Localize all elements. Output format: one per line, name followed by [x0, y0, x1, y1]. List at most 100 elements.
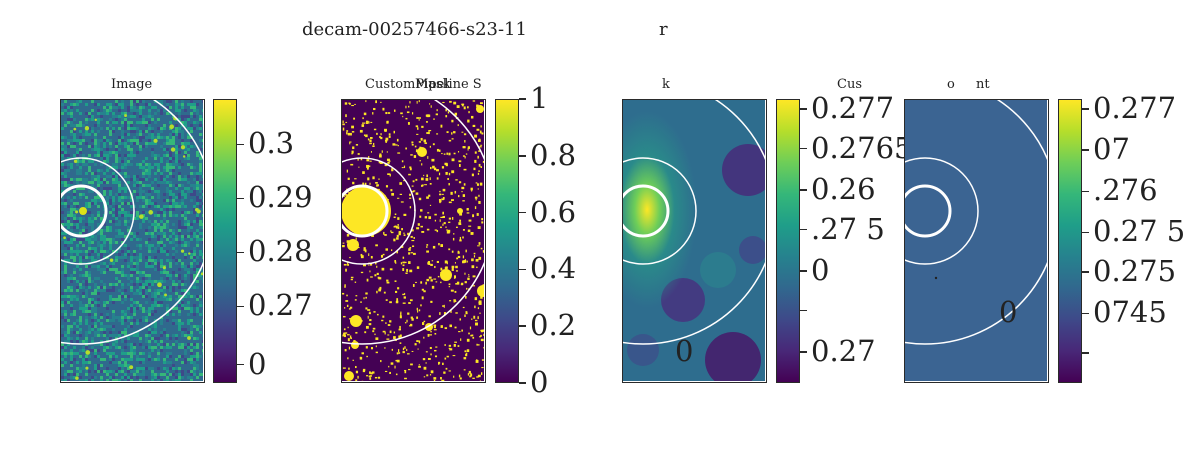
colorbar-tick-mark [1082, 108, 1089, 110]
pixel [115, 277, 118, 280]
mask-pixel [342, 315, 346, 318]
mask-pixel [461, 282, 464, 286]
mask-pixel [405, 147, 407, 150]
pixel [136, 280, 139, 283]
pixel [172, 286, 175, 289]
pixel [199, 238, 202, 241]
pixel [142, 334, 145, 337]
mask-pixel [350, 132, 352, 136]
pixel [172, 235, 175, 238]
pixel [166, 148, 169, 151]
pixel [130, 133, 133, 136]
colorbar-tick-label: 07 [1093, 132, 1130, 167]
mask-pixel [464, 272, 466, 275]
pixel [196, 172, 199, 175]
pixel [67, 331, 70, 334]
pixel [100, 238, 103, 241]
pixel [133, 280, 136, 283]
pixel [169, 370, 172, 373]
pixel [169, 193, 172, 196]
pixel [151, 373, 154, 376]
pixel [79, 283, 82, 286]
colorbar-tick-mark [519, 211, 526, 214]
mask-pixel [364, 331, 367, 334]
mask-pixel [376, 132, 378, 135]
pixel [172, 166, 175, 169]
pixel [139, 283, 142, 286]
pixel [187, 319, 190, 322]
pixel [70, 361, 73, 364]
pixel [199, 325, 202, 328]
pixel [112, 379, 115, 381]
mask-pixel [439, 219, 441, 222]
mask-pixel [436, 229, 439, 233]
pixel [115, 352, 118, 355]
pixel [94, 136, 97, 139]
pixel [97, 319, 100, 322]
pixel [103, 157, 106, 160]
pixel [109, 154, 112, 157]
pixel [196, 286, 199, 289]
pixel [94, 325, 97, 328]
pixel [160, 226, 163, 229]
mask-pixel [366, 355, 368, 358]
pixel [166, 103, 169, 106]
panel-3-title-extra: Cus [837, 77, 862, 92]
pixel [175, 187, 178, 190]
mask-pixel [456, 105, 460, 109]
pixel [112, 181, 115, 184]
pixel [157, 154, 160, 157]
pixel [145, 337, 148, 340]
pixel [109, 355, 112, 358]
pixel [187, 202, 190, 205]
pixel [79, 325, 82, 328]
pixel [172, 115, 175, 118]
pixel [187, 181, 190, 184]
pixel [142, 217, 145, 220]
mask-pixel [413, 155, 417, 158]
pixel [202, 121, 203, 124]
pixel [193, 358, 196, 361]
pixel [166, 352, 169, 355]
mask-pixel [347, 326, 349, 329]
pixel [190, 349, 193, 352]
pixel [103, 250, 106, 253]
pixel [112, 298, 115, 301]
mask-pixel [401, 160, 404, 163]
mask-pixel [472, 285, 476, 287]
pixel [121, 274, 124, 277]
pixel [109, 268, 112, 271]
pixel [157, 184, 160, 187]
pixel [160, 163, 163, 166]
mask-pixel [476, 376, 479, 378]
pixel [67, 235, 70, 238]
pixel [109, 283, 112, 286]
pixel [106, 349, 109, 352]
pixel [184, 109, 187, 112]
mask-pixel [455, 226, 458, 229]
pixel [130, 142, 133, 145]
pixel [109, 103, 112, 106]
pixel [97, 145, 100, 148]
pixel [139, 361, 142, 364]
mask-pixel [474, 151, 477, 154]
mask-pixel [410, 316, 413, 319]
pixel [109, 160, 112, 163]
star-source [85, 366, 89, 370]
pixel [181, 163, 184, 166]
pixel [97, 253, 100, 256]
pixel [136, 184, 139, 187]
mask-pixel [378, 376, 381, 379]
pixel [190, 379, 193, 381]
pixel [64, 226, 67, 229]
mask-pixel [417, 223, 420, 226]
pixel [163, 370, 166, 373]
pixel [115, 334, 118, 337]
pixel [106, 274, 109, 277]
mask-pixel [476, 183, 479, 186]
pixel [202, 241, 203, 244]
mask-pixel [463, 106, 466, 110]
pixel [103, 160, 106, 163]
pixel [163, 232, 166, 235]
mask-pixel [479, 336, 481, 338]
